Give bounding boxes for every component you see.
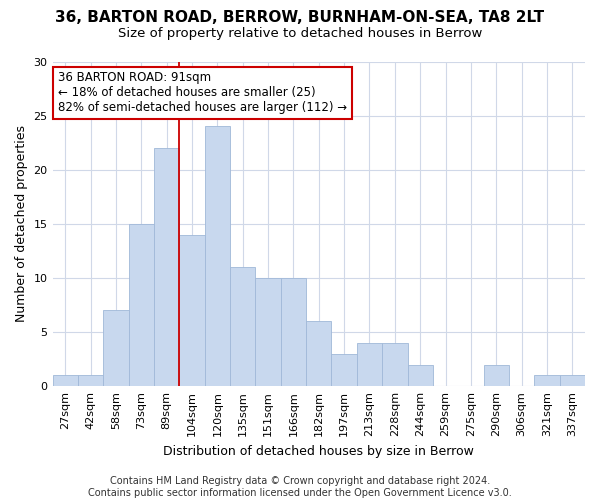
Bar bbox=[256, 278, 281, 386]
Bar bbox=[78, 376, 103, 386]
X-axis label: Distribution of detached houses by size in Berrow: Distribution of detached houses by size … bbox=[163, 444, 474, 458]
Bar bbox=[382, 343, 407, 386]
Bar bbox=[103, 310, 128, 386]
Bar bbox=[205, 126, 230, 386]
Bar bbox=[407, 364, 433, 386]
Bar bbox=[53, 376, 78, 386]
Text: 36 BARTON ROAD: 91sqm
← 18% of detached houses are smaller (25)
82% of semi-deta: 36 BARTON ROAD: 91sqm ← 18% of detached … bbox=[58, 71, 347, 114]
Y-axis label: Number of detached properties: Number of detached properties bbox=[15, 126, 28, 322]
Text: Size of property relative to detached houses in Berrow: Size of property relative to detached ho… bbox=[118, 28, 482, 40]
Text: 36, BARTON ROAD, BERROW, BURNHAM-ON-SEA, TA8 2LT: 36, BARTON ROAD, BERROW, BURNHAM-ON-SEA,… bbox=[55, 10, 545, 25]
Bar bbox=[306, 321, 331, 386]
Bar bbox=[484, 364, 509, 386]
Bar bbox=[281, 278, 306, 386]
Bar bbox=[331, 354, 357, 386]
Bar bbox=[357, 343, 382, 386]
Bar bbox=[560, 376, 585, 386]
Bar bbox=[154, 148, 179, 386]
Text: Contains HM Land Registry data © Crown copyright and database right 2024.
Contai: Contains HM Land Registry data © Crown c… bbox=[88, 476, 512, 498]
Bar bbox=[179, 234, 205, 386]
Bar bbox=[128, 224, 154, 386]
Bar bbox=[230, 267, 256, 386]
Bar bbox=[534, 376, 560, 386]
